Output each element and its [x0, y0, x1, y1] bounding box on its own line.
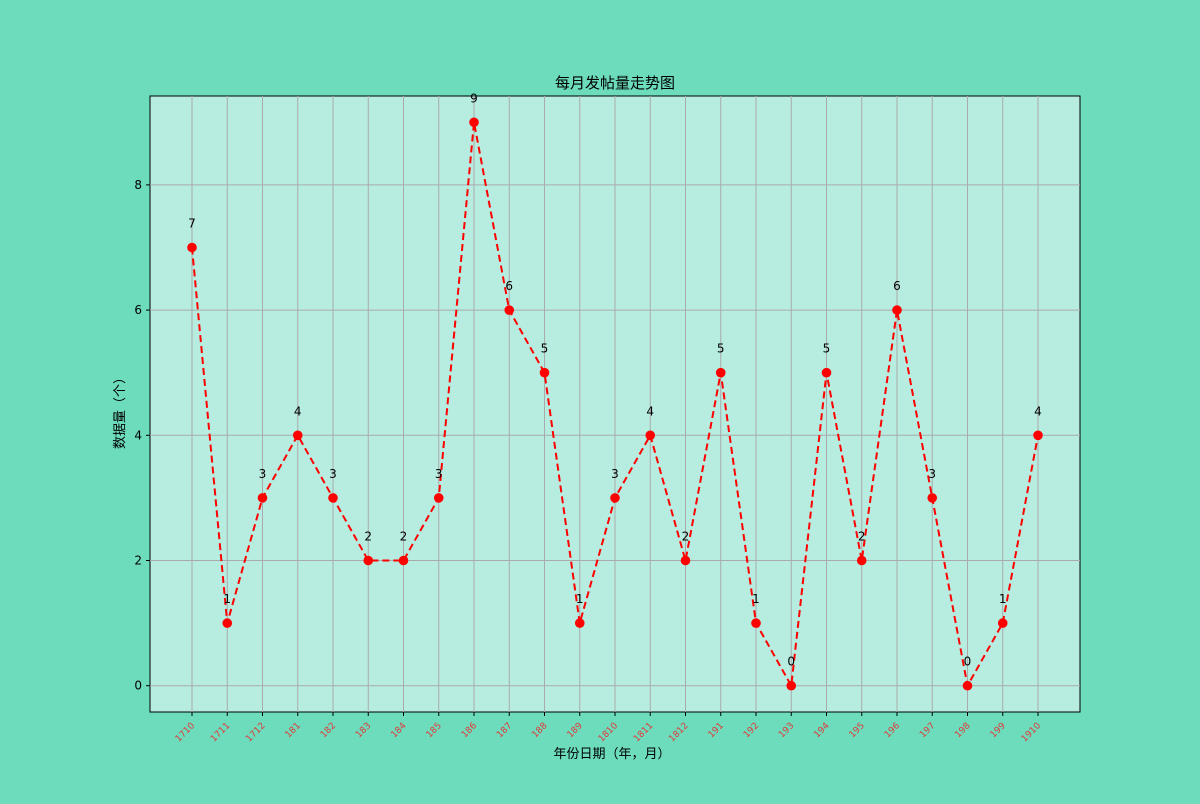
data-label: 1 [576, 592, 584, 606]
x-tick-label: 186 [460, 721, 479, 740]
x-tick-label: 1812 [667, 721, 690, 744]
data-point [257, 493, 268, 503]
x-tick-label: 189 [566, 721, 585, 740]
x-tick-label: 194 [812, 721, 831, 740]
chart-title: 每月发帖量走势图 [555, 74, 675, 92]
x-tick-label: 183 [354, 721, 373, 740]
x-tick-label: 184 [389, 721, 408, 740]
data-label: 3 [928, 467, 936, 481]
data-point [574, 618, 585, 628]
x-tick-label: 1910 [1020, 721, 1043, 744]
data-label: 7 [188, 216, 196, 230]
x-axis-label: 年份日期（年，月） [553, 747, 670, 762]
data-label: 3 [259, 467, 267, 481]
data-label: 6 [505, 279, 513, 293]
x-tick-label: 191 [707, 721, 726, 740]
y-tick-label: 4 [134, 428, 142, 442]
data-label: 4 [294, 404, 302, 418]
data-point [328, 493, 338, 503]
data-label: 2 [364, 530, 372, 544]
y-tick-label: 2 [134, 554, 142, 568]
data-label: 1 [999, 592, 1007, 606]
data-label: 6 [893, 279, 901, 293]
data-label: 3 [329, 467, 337, 481]
data-label: 3 [435, 467, 443, 481]
grid-lines [150, 96, 1080, 712]
x-tick-label: 182 [319, 721, 338, 740]
data-point [927, 493, 938, 503]
data-point [645, 430, 656, 441]
x-tick-label: 195 [848, 721, 867, 740]
data-point [786, 680, 797, 691]
x-tick-label: 196 [883, 721, 902, 740]
data-point [292, 430, 303, 441]
data-point [821, 367, 832, 378]
x-tick-label: 192 [742, 721, 761, 740]
data-label: 1 [752, 592, 760, 606]
data-label: 2 [400, 530, 408, 544]
data-point [363, 555, 374, 566]
x-tick-label: 193 [777, 721, 796, 740]
data-point [187, 242, 197, 253]
data-label: 5 [541, 342, 549, 356]
y-tick-label: 0 [134, 679, 142, 693]
data-labels: 7 1 3 4 3 2 2 3 9 6 5 1 3 4 2 5 1 0 5 2 6 3 0 1 4 [188, 91, 1042, 668]
data-point [715, 367, 726, 378]
data-label: 9 [470, 91, 478, 105]
data-point [997, 618, 1008, 628]
data-point [469, 117, 479, 128]
y-tick-label: 6 [134, 303, 142, 317]
data-point [856, 555, 867, 566]
data-point [398, 555, 409, 566]
x-tick-label: 1710 [174, 721, 197, 744]
data-point [680, 555, 691, 566]
data-label: 3 [611, 467, 619, 481]
data-label: 4 [1034, 404, 1042, 418]
data-point [222, 618, 233, 628]
x-tick-label: 1811 [632, 721, 655, 744]
x-tick-label: 198 [953, 721, 972, 740]
data-point [610, 493, 620, 503]
data-label: 5 [717, 342, 725, 356]
data-label: 2 [682, 530, 690, 544]
y-tick-label: 8 [134, 178, 142, 192]
data-point [892, 305, 902, 315]
data-label: 0 [787, 655, 795, 669]
x-tick-label: 1810 [597, 721, 620, 744]
data-point [1033, 430, 1043, 441]
data-label: 2 [858, 530, 866, 544]
x-tick-label: 197 [918, 721, 937, 740]
data-point [504, 305, 515, 315]
x-tick-label: 185 [425, 721, 444, 740]
x-tick-label: 1711 [209, 721, 232, 744]
data-point [433, 493, 444, 503]
x-tick-label: 188 [530, 721, 549, 740]
data-points [187, 117, 1043, 691]
y-axis-label: 数据量（个） [113, 371, 128, 449]
x-tick-label: 187 [495, 721, 514, 740]
data-point [539, 367, 550, 378]
data-point [962, 680, 973, 691]
data-label: 0 [964, 655, 972, 669]
x-tick-label: 199 [989, 721, 1008, 740]
data-label: 5 [823, 342, 831, 356]
data-point [751, 618, 761, 628]
data-label: 4 [646, 404, 654, 418]
data-label: 1 [223, 592, 231, 606]
x-tick-label: 181 [284, 721, 303, 740]
x-tick-label: 1712 [244, 721, 267, 744]
